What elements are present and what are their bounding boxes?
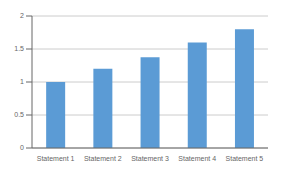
svg-text:Statement 5: Statement 5: [226, 155, 264, 162]
svg-text:1: 1: [20, 78, 24, 85]
svg-text:Statement 3: Statement 3: [131, 155, 169, 162]
svg-text:1.5: 1.5: [14, 45, 24, 52]
svg-text:0: 0: [20, 144, 24, 151]
svg-text:Statement 4: Statement 4: [178, 155, 216, 162]
svg-text:2: 2: [20, 12, 24, 19]
svg-text:Statement 2: Statement 2: [84, 155, 122, 162]
svg-text:0.5: 0.5: [14, 111, 24, 118]
svg-text:Statement 1: Statement 1: [37, 155, 75, 162]
